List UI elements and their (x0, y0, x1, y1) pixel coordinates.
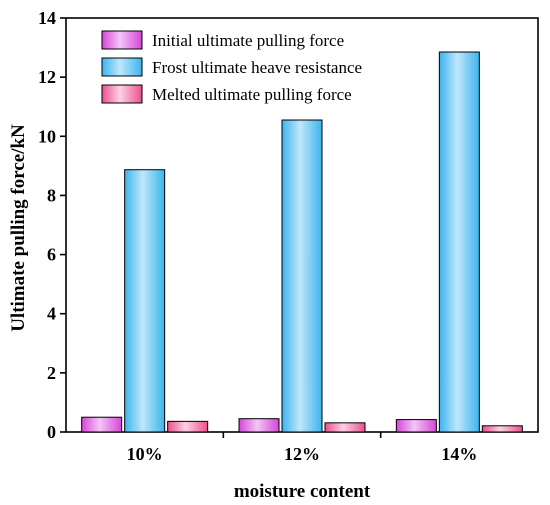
bar-frost-ultimate-heave-resistance-12 (281, 119, 323, 433)
x-tick-label-12: 12% (284, 444, 320, 464)
x-axis-title: moisture content (234, 481, 371, 502)
bars (81, 51, 523, 433)
bar-melted-ultimate-pulling-force-12 (324, 422, 366, 433)
y-tick-label: 4 (47, 304, 56, 324)
x-tick-label-10: 10% (127, 444, 163, 464)
bar-frost-ultimate-heave-resistance-14 (438, 51, 480, 433)
legend-label-frost-ultimate-heave-resistance: Frost ultimate heave resistance (152, 58, 362, 77)
ticks: 0 2 4 6 8 10 12 14 10% 12% 14% (38, 8, 477, 464)
legend-label-initial-ultimate-pulling-force: Initial ultimate pulling force (152, 31, 344, 50)
y-tick-label: 14 (38, 8, 56, 28)
legend: Initial ultimate pulling force Frost ulti… (101, 30, 362, 104)
y-tick-label: 12 (38, 67, 56, 87)
y-tick-label: 10 (38, 126, 56, 146)
bar-melted-ultimate-pulling-force-14 (481, 425, 523, 433)
legend-swatch-frost-ultimate-heave-resistance (101, 57, 143, 77)
y-tick-label: 6 (47, 245, 56, 265)
y-axis-title: Ultimate pulling force/kN (8, 124, 29, 332)
y-tick-label: 8 (47, 185, 56, 205)
bar-melted-ultimate-pulling-force-10 (167, 420, 209, 433)
legend-swatch-melted-ultimate-pulling-force (101, 84, 143, 104)
bar-initial-ultimate-pulling-force-10 (81, 416, 123, 433)
bar-frost-ultimate-heave-resistance-10 (124, 169, 166, 433)
bar-initial-ultimate-pulling-force-12 (238, 418, 280, 433)
y-tick-label: 0 (47, 422, 56, 442)
bar-initial-ultimate-pulling-force-14 (395, 419, 437, 433)
y-tick-label: 2 (47, 363, 56, 383)
legend-label-melted-ultimate-pulling-force: Melted ultimate pulling force (152, 85, 352, 104)
legend-swatch-initial-ultimate-pulling-force (101, 30, 143, 50)
x-tick-label-14: 14% (441, 444, 477, 464)
